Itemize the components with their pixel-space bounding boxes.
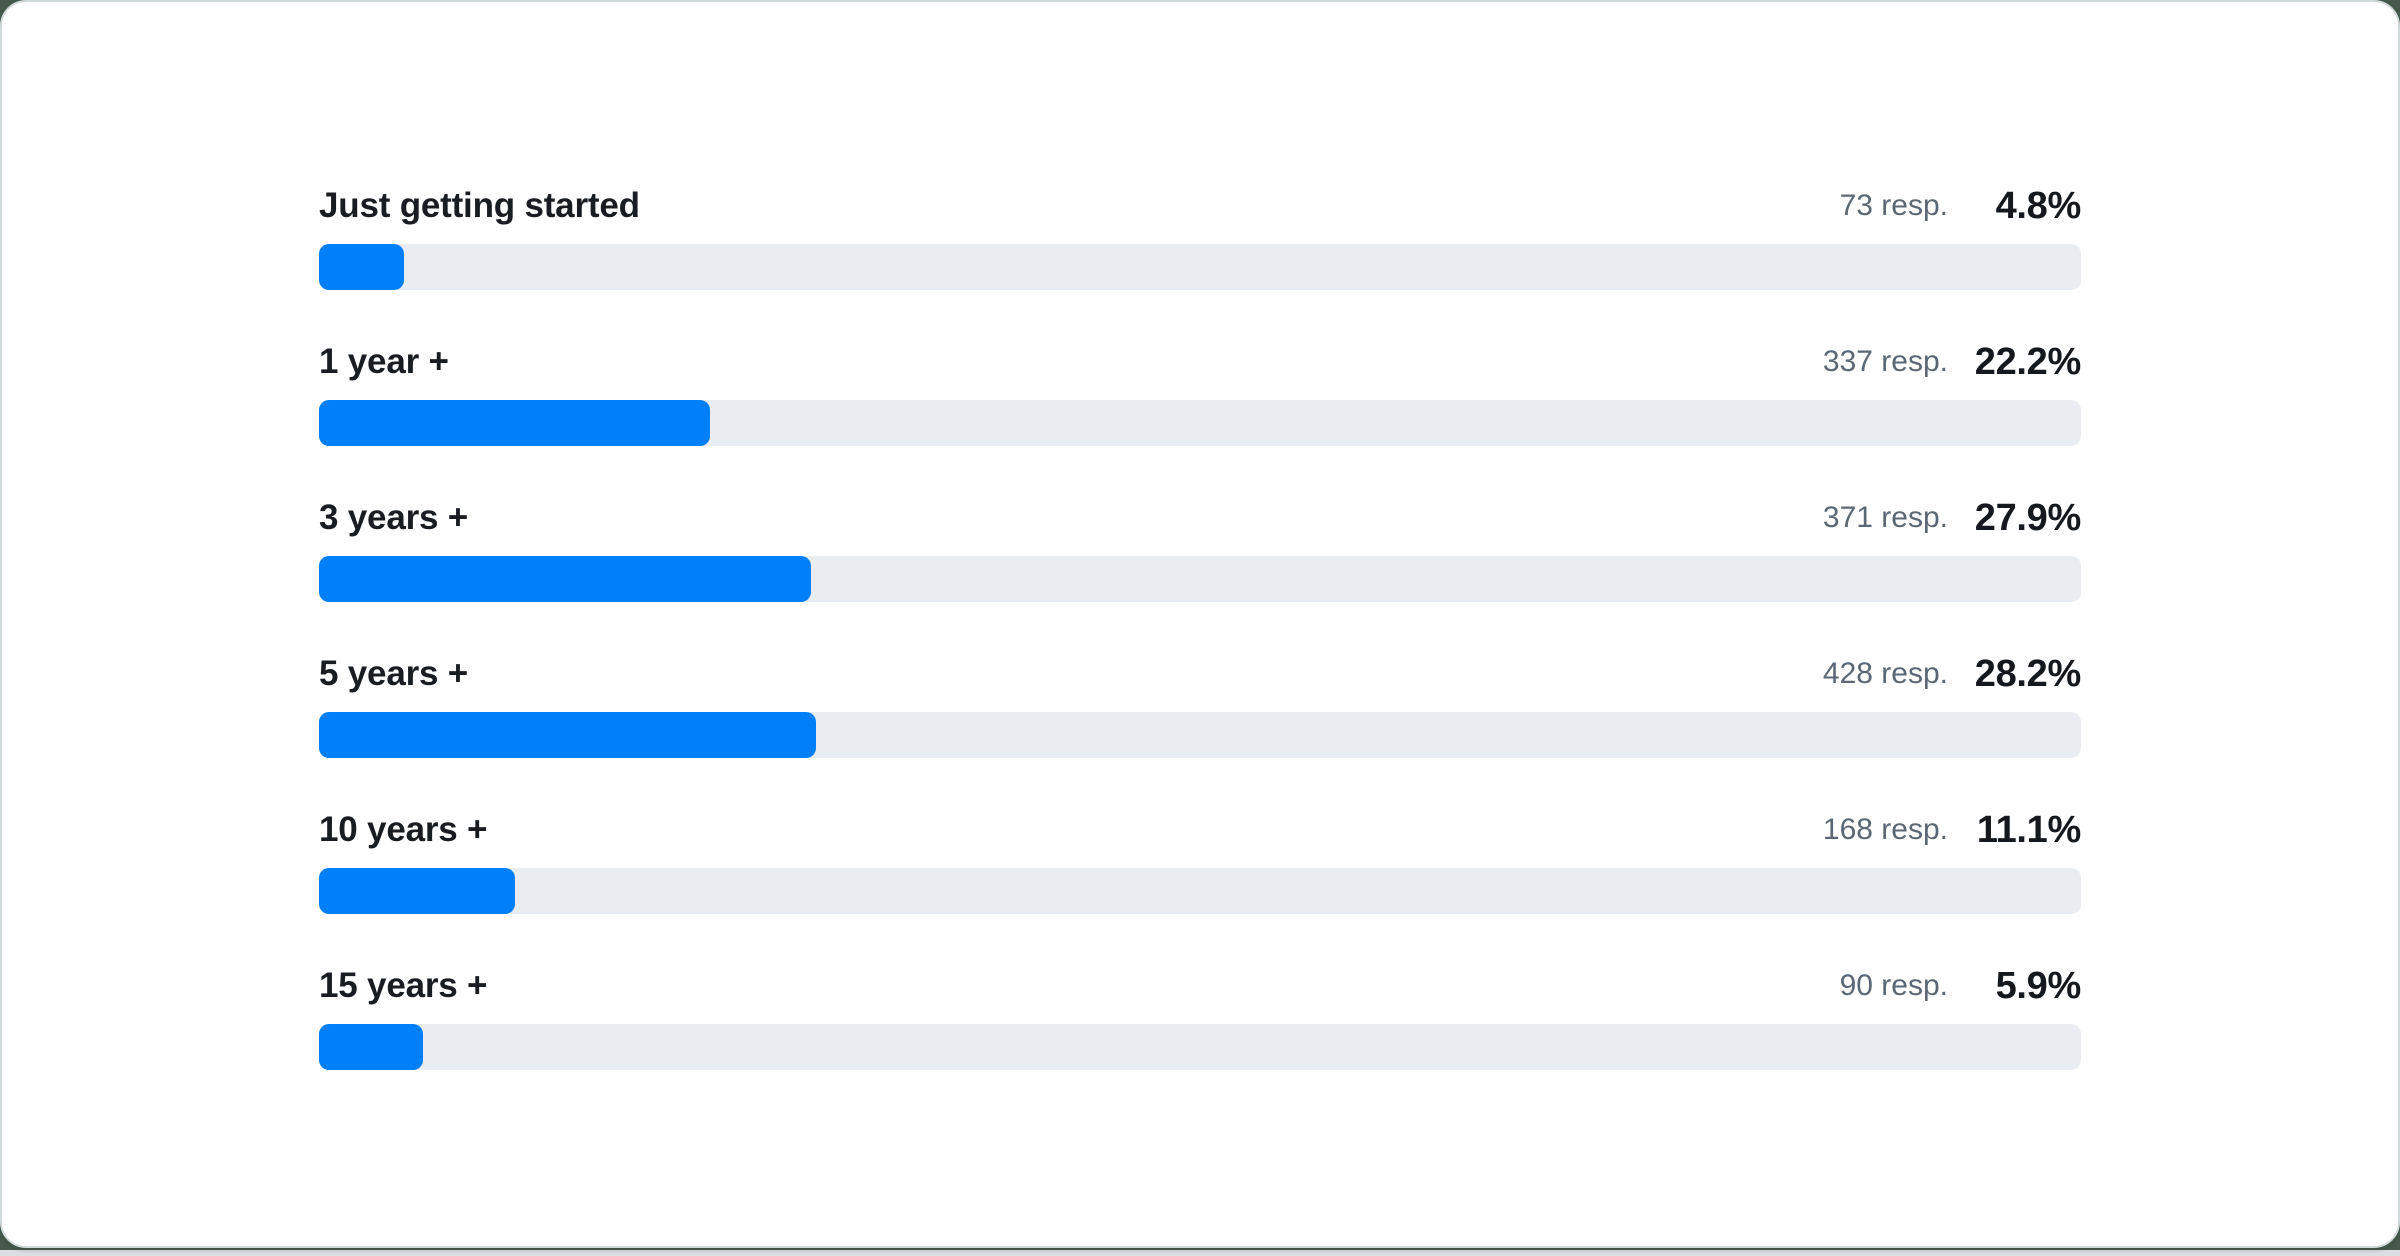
bar-fill (319, 712, 816, 758)
row-header: 3 years + 371 resp. 27.9% (319, 494, 2081, 542)
bar-fill (319, 556, 811, 602)
result-row-1-year: 1 year + 337 resp. 22.2% (319, 338, 2081, 446)
answer-label: 3 years + (319, 498, 469, 537)
bottom-edge-strip (0, 1250, 2400, 1256)
bar-fill (319, 1024, 423, 1070)
percent-value: 27.9% (1974, 496, 2082, 539)
bar-track (319, 712, 2081, 758)
bar-fill (319, 868, 515, 914)
bar-track (319, 868, 2081, 914)
bar-track (319, 244, 2081, 290)
percent-value: 11.1% (1976, 808, 2081, 851)
result-row-just-getting-started: Just getting started 73 resp. 4.8% (319, 182, 2081, 290)
row-header: 1 year + 337 resp. 22.2% (319, 338, 2081, 386)
response-count: 73 resp. (1839, 189, 1948, 222)
row-header: Just getting started 73 resp. 4.8% (319, 182, 2081, 230)
bar-track (319, 556, 2081, 602)
response-count: 90 resp. (1839, 969, 1948, 1002)
row-header: 15 years + 90 resp. 5.9% (319, 962, 2081, 1010)
bar-fill (319, 244, 404, 290)
bar-track (319, 1024, 2081, 1070)
response-count: 337 resp. (1822, 345, 1948, 378)
result-row-3-years: 3 years + 371 resp. 27.9% (319, 494, 2081, 602)
row-header: 5 years + 428 resp. 28.2% (319, 650, 2081, 698)
bar-fill (319, 400, 711, 446)
response-count: 371 resp. (1822, 501, 1948, 534)
response-count: 428 resp. (1822, 657, 1948, 690)
percent-value: 28.2% (1974, 652, 2082, 695)
bar-track (319, 400, 2081, 446)
percent-value: 4.8% (1995, 184, 2082, 227)
result-row-5-years: 5 years + 428 resp. 28.2% (319, 650, 2081, 758)
answer-label: 5 years + (319, 654, 469, 693)
answer-label: Just getting started (319, 186, 640, 225)
row-header: 10 years + 168 resp. 11.1% (319, 806, 2081, 854)
percent-value: 5.9% (1995, 964, 2082, 1007)
percent-value: 22.2% (1974, 340, 2082, 383)
answer-label: 1 year + (319, 342, 449, 381)
answer-label: 15 years + (319, 966, 488, 1005)
result-row-10-years: 10 years + 168 resp. 11.1% (319, 806, 2081, 914)
results-list: Just getting started 73 resp. 4.8% 1 yea… (319, 182, 2081, 1118)
result-row-15-years: 15 years + 90 resp. 5.9% (319, 962, 2081, 1070)
response-count: 168 resp. (1822, 813, 1948, 846)
answer-label: 10 years + (319, 810, 488, 849)
